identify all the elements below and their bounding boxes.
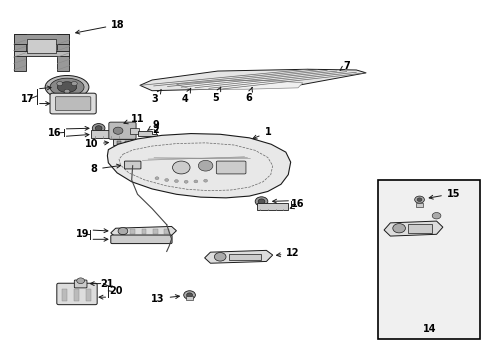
Text: 12: 12 — [276, 248, 299, 258]
FancyBboxPatch shape — [140, 141, 143, 144]
Circle shape — [183, 291, 195, 299]
Polygon shape — [176, 81, 302, 89]
Polygon shape — [140, 69, 366, 91]
FancyBboxPatch shape — [228, 253, 260, 260]
Text: 8: 8 — [90, 164, 121, 174]
FancyBboxPatch shape — [55, 97, 91, 111]
Circle shape — [431, 212, 440, 219]
Circle shape — [113, 127, 122, 134]
FancyBboxPatch shape — [27, 39, 56, 53]
FancyBboxPatch shape — [113, 139, 144, 145]
Circle shape — [155, 177, 159, 180]
Text: 16: 16 — [48, 128, 61, 138]
FancyBboxPatch shape — [164, 229, 169, 234]
Circle shape — [71, 81, 77, 86]
Polygon shape — [204, 250, 272, 263]
Text: 14: 14 — [422, 324, 435, 334]
Circle shape — [64, 89, 70, 94]
Circle shape — [57, 81, 62, 86]
Text: 10: 10 — [84, 139, 108, 149]
FancyBboxPatch shape — [186, 296, 193, 300]
FancyBboxPatch shape — [14, 33, 26, 71]
Circle shape — [258, 199, 264, 204]
FancyBboxPatch shape — [377, 180, 479, 339]
Text: 2: 2 — [152, 125, 159, 135]
Text: 15: 15 — [428, 189, 459, 199]
Circle shape — [203, 179, 207, 182]
Circle shape — [255, 197, 267, 206]
FancyBboxPatch shape — [130, 128, 139, 134]
Polygon shape — [137, 131, 157, 136]
Text: 1: 1 — [252, 127, 271, 139]
Text: 19: 19 — [76, 229, 89, 239]
Text: 13: 13 — [151, 294, 179, 303]
Circle shape — [414, 196, 424, 203]
Text: 3: 3 — [151, 90, 161, 104]
FancyBboxPatch shape — [124, 141, 128, 144]
Circle shape — [194, 180, 198, 183]
Circle shape — [416, 198, 421, 202]
Text: 17: 17 — [21, 94, 35, 104]
Polygon shape — [107, 134, 290, 198]
Circle shape — [198, 160, 212, 171]
Text: 5: 5 — [211, 87, 220, 103]
FancyBboxPatch shape — [74, 289, 79, 301]
FancyBboxPatch shape — [57, 283, 97, 305]
FancyBboxPatch shape — [124, 161, 141, 169]
Ellipse shape — [57, 82, 77, 93]
FancyBboxPatch shape — [109, 122, 136, 139]
Circle shape — [172, 161, 190, 174]
Text: 18: 18 — [76, 19, 124, 34]
Text: 20: 20 — [109, 287, 122, 296]
Polygon shape — [383, 221, 442, 236]
Text: 16: 16 — [291, 199, 304, 209]
Circle shape — [95, 126, 102, 131]
Ellipse shape — [50, 78, 84, 96]
Circle shape — [118, 228, 127, 235]
FancyBboxPatch shape — [117, 141, 121, 144]
Circle shape — [92, 123, 105, 133]
Text: 6: 6 — [244, 87, 252, 103]
FancyBboxPatch shape — [407, 224, 431, 233]
FancyBboxPatch shape — [50, 93, 96, 114]
Circle shape — [186, 293, 192, 297]
FancyBboxPatch shape — [216, 161, 245, 174]
Circle shape — [174, 180, 178, 183]
FancyBboxPatch shape — [86, 289, 91, 301]
FancyBboxPatch shape — [153, 229, 158, 234]
Circle shape — [77, 278, 84, 284]
FancyBboxPatch shape — [62, 289, 67, 301]
FancyBboxPatch shape — [256, 203, 287, 210]
Polygon shape — [111, 226, 176, 237]
FancyBboxPatch shape — [57, 33, 69, 71]
FancyBboxPatch shape — [142, 229, 146, 234]
FancyBboxPatch shape — [130, 229, 135, 234]
FancyBboxPatch shape — [111, 235, 172, 244]
FancyBboxPatch shape — [91, 130, 122, 138]
Ellipse shape — [45, 76, 89, 99]
Circle shape — [392, 224, 405, 233]
FancyBboxPatch shape — [14, 33, 69, 44]
Text: 9: 9 — [147, 120, 159, 131]
FancyBboxPatch shape — [14, 51, 69, 56]
Circle shape — [184, 180, 188, 183]
FancyBboxPatch shape — [415, 203, 423, 207]
Circle shape — [164, 179, 168, 181]
Circle shape — [214, 252, 225, 261]
Text: 11: 11 — [124, 113, 144, 124]
Text: 7: 7 — [339, 61, 349, 71]
FancyBboxPatch shape — [74, 280, 87, 288]
FancyBboxPatch shape — [132, 141, 136, 144]
Text: 21: 21 — [101, 279, 114, 289]
Text: 4: 4 — [182, 88, 190, 104]
